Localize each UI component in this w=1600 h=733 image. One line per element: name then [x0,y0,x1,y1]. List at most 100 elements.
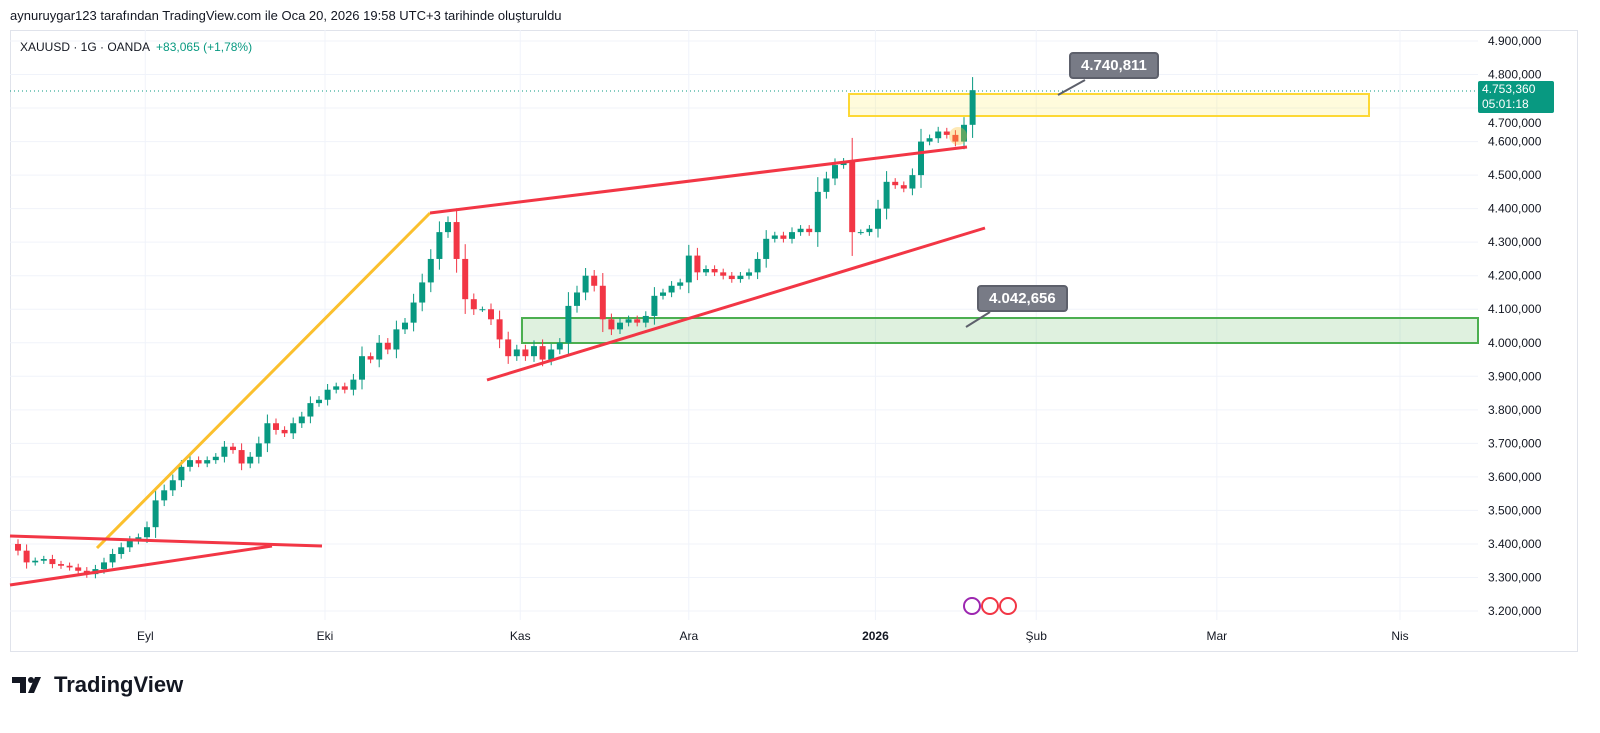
candle-body [367,356,374,360]
candle-body [823,178,830,192]
candle-body [737,275,744,280]
candle-body [909,175,916,189]
candle-body [875,208,881,229]
candle-body [341,386,348,390]
candle-body [126,540,133,548]
chart-caption: aynuruygar123 tarafından TradingView.com… [10,8,562,23]
y-tick-label: 3.700,000 [1488,436,1542,450]
candle-body [806,228,813,233]
triangle-lower-line[interactable] [9,544,273,587]
candle-body [109,554,116,563]
candle-body [763,238,770,259]
economic-event-icons[interactable] [963,597,1017,615]
candle-body [746,272,752,276]
y-tick-label: 3.500,000 [1488,503,1542,517]
y-tick-label: 4.900,000 [1488,34,1542,48]
candle-body [651,295,658,316]
y-tick-label: 3.200,000 [1488,604,1542,618]
candle-body [574,292,580,306]
candle-body [935,131,942,139]
x-tick-label: 2026 [862,629,889,643]
candle-body [599,285,606,320]
candle-body [522,349,529,357]
upper-wedge-line[interactable] [429,145,968,215]
lower-wedge-line[interactable] [486,226,986,382]
candle-body [591,275,598,286]
y-tick-label: 4.100,000 [1488,302,1542,316]
candle-body [857,232,864,234]
candle-body [943,131,950,135]
candle-body [393,329,400,350]
impulse-trendline[interactable] [95,211,432,550]
candle-body [204,460,211,464]
callout-pointer-upper [1057,79,1086,96]
support-zone[interactable] [521,317,1479,344]
resistance-zone[interactable] [848,93,1370,117]
y-tick-label: 4.600,000 [1488,135,1542,149]
candle-body [892,181,899,186]
candle-body [513,349,520,357]
candle-body [101,562,107,570]
candle-body [436,232,443,259]
candle-body [728,275,735,280]
y-tick-label: 3.900,000 [1488,369,1542,383]
y-tick-label: 3.300,000 [1488,570,1542,584]
candle-body [32,560,39,563]
candle-body [918,141,924,176]
us-flag-event-icon[interactable] [999,597,1017,615]
candle-body [866,228,873,233]
y-tick-label: 4.000,000 [1488,336,1542,350]
candle-body [40,559,47,561]
candle-body [926,138,933,142]
candle-body [952,134,959,142]
tradingview-logo-icon [12,677,41,693]
tradingview-logo[interactable]: TradingView [12,672,183,698]
candle-body [556,342,563,350]
candle-body [565,305,572,343]
candle-body [634,319,641,323]
candle-body [849,161,856,233]
us-flag-event-icon[interactable] [981,597,999,615]
candle-body [445,222,451,233]
y-tick-label: 4.500,000 [1488,168,1542,182]
triangle-upper-line[interactable] [9,534,323,548]
candle-body [281,429,288,434]
candle-body [23,550,30,563]
lightning-event-icon[interactable] [963,597,981,615]
candle-body [780,235,787,239]
candle-body [187,460,193,467]
candle-body [212,456,219,461]
candle-body [642,315,649,323]
bar-countdown: 05:01:18 [1482,97,1529,111]
highlight-marker [949,127,967,145]
x-tick-label: Mar [1207,629,1228,643]
chart-pane[interactable] [10,30,1578,652]
candle-body [711,269,718,273]
candle-body [462,258,469,300]
candle-body [333,386,340,390]
x-tick-label: Eki [317,629,334,643]
candle-body [617,322,623,330]
price-callout-upper[interactable]: 4.740,811 [1069,52,1159,79]
candle-body [307,403,314,417]
candle-body [548,349,555,360]
candle-body [694,255,701,273]
candle-body [668,285,675,293]
x-tick-label: Şub [1026,629,1048,643]
candle-body [677,282,684,286]
candle-body [496,319,503,340]
candle-body [479,309,486,311]
candle-body [685,255,692,283]
candle-body [814,191,821,233]
candle-body [66,565,73,568]
y-tick-label: 3.600,000 [1488,470,1542,484]
candle-body [754,258,761,273]
x-tick-label: Kas [510,629,531,643]
candle-body [49,559,56,565]
x-tick-label: Eyl [137,629,154,643]
symbol-legend[interactable]: XAUUSD · 1G · OANDA +83,065 (+1,78%) [20,40,252,54]
candle-body [961,124,967,142]
candle-body [969,90,976,125]
price-callout-lower[interactable]: 4.042,656 [977,285,1068,312]
